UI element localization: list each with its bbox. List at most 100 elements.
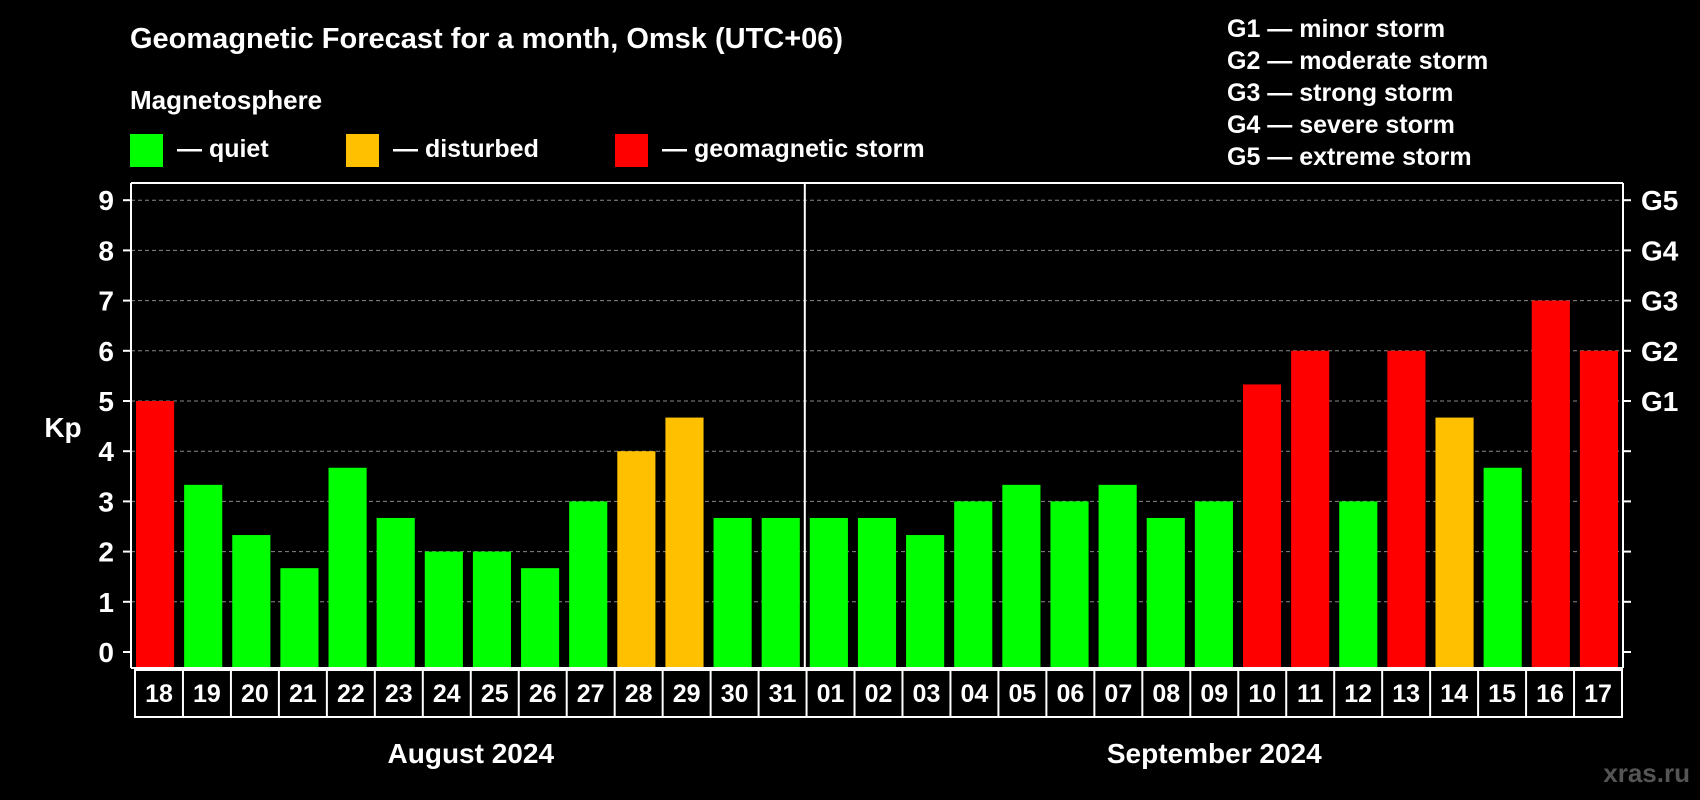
bar-03 (906, 535, 945, 668)
x-tick-label-20: 20 (241, 680, 269, 708)
storm-scale-item-0: G1 — minor storm (1227, 15, 1445, 43)
x-tick-label-23: 23 (385, 680, 413, 708)
y-tick-label-4: 4 (98, 436, 114, 467)
x-tick-label-30: 30 (721, 680, 749, 708)
bar-22 (328, 467, 367, 668)
x-tick-label-03: 03 (913, 680, 941, 708)
legend-swatch-0 (130, 134, 163, 167)
bar-01 (809, 517, 848, 668)
legend-swatch-2 (615, 134, 648, 167)
x-tick-label-06: 06 (1056, 680, 1084, 708)
bar-20 (232, 535, 271, 668)
legend-label-0: — quiet (177, 135, 269, 163)
y-tick-label-9: 9 (98, 185, 114, 216)
storm-scale-item-4: G5 — extreme storm (1227, 143, 1472, 171)
right-tick-label-g3: G3 (1641, 286, 1678, 317)
x-tick-label-08: 08 (1152, 680, 1180, 708)
legend: — quiet — disturbed — geomagnetic storm (130, 134, 925, 167)
bar-13 (1387, 350, 1426, 668)
x-tick-label-11: 11 (1297, 680, 1324, 708)
y-axis-label: Kp (44, 412, 81, 443)
y-ticks: 0 1 2 3 4 5 6 7 8 9 G1 G2 G3 G4 G5 (98, 185, 1678, 668)
legend-swatch-1 (346, 134, 379, 167)
storm-scale-item-3: G4 — severe storm (1227, 111, 1455, 139)
month-labels: August 2024 September 2024 (388, 738, 1323, 769)
bar-31 (761, 517, 800, 668)
y-tick-label-5: 5 (98, 386, 114, 417)
y-tick-label-0: 0 (98, 637, 114, 668)
storm-scale-item-2: G3 — strong storm (1227, 79, 1453, 107)
x-tick-label-21: 21 (289, 680, 317, 708)
bar-23 (376, 517, 415, 668)
y-tick-label-7: 7 (98, 286, 114, 317)
bar-10 (1242, 384, 1282, 668)
bars (136, 300, 1618, 668)
bar-17 (1579, 350, 1618, 668)
bar-15 (1483, 467, 1522, 668)
axes (130, 182, 1624, 669)
x-tick-label-17: 17 (1584, 680, 1612, 708)
chart-title: Geomagnetic Forecast for a month, Omsk (… (130, 23, 843, 55)
x-tick-label-10: 10 (1248, 680, 1276, 708)
x-tick-label-14: 14 (1440, 680, 1468, 708)
x-tick-label-26: 26 (529, 680, 557, 708)
bar-16 (1531, 300, 1570, 668)
bar-25 (472, 551, 512, 668)
x-tick-label-01: 01 (817, 680, 845, 708)
bar-18 (136, 401, 175, 668)
x-tick-label-22: 22 (337, 680, 365, 708)
storm-scale-item-1: G2 — moderate storm (1227, 47, 1488, 75)
x-tick-label-18: 18 (145, 680, 173, 708)
bar-28 (617, 451, 656, 668)
y-tick-label-2: 2 (98, 537, 114, 568)
x-axis-cells-border (134, 669, 1623, 718)
x-tick-label-09: 09 (1200, 680, 1228, 708)
bar-19 (184, 484, 223, 668)
legend-label-1: — disturbed (393, 135, 539, 163)
legend-label-2: — geomagnetic storm (662, 135, 925, 163)
bar-06 (1050, 501, 1089, 668)
y-tick-label-8: 8 (98, 235, 114, 266)
bar-11 (1291, 350, 1330, 668)
x-tick-label-25: 25 (481, 680, 509, 708)
month-label-0: August 2024 (388, 738, 555, 769)
x-tick-label-31: 31 (769, 680, 797, 708)
bar-05 (1002, 484, 1041, 668)
legend-heading: Magnetosphere (130, 85, 322, 115)
x-tick-label-16: 16 (1536, 680, 1564, 708)
bar-04 (954, 501, 993, 668)
bar-07 (1098, 484, 1137, 668)
right-tick-label-g1: G1 (1641, 386, 1678, 417)
y-tick-label-6: 6 (98, 336, 114, 367)
bar-30 (713, 517, 752, 668)
x-tick-label-12: 12 (1344, 680, 1372, 708)
bar-27 (569, 501, 608, 668)
bar-12 (1339, 501, 1378, 668)
bar-21 (280, 568, 319, 668)
bar-09 (1194, 501, 1233, 668)
y-tick-label-1: 1 (98, 587, 114, 618)
bar-08 (1146, 517, 1185, 668)
x-axis-day-cells: 18 19 20 21 22 23 24 25 26 27 28 29 30 31 01 02 03 04 05 06… (134, 669, 1623, 718)
right-tick-label-g4: G4 (1641, 235, 1679, 266)
x-tick-label-04: 04 (961, 680, 989, 708)
month-label-1: September 2024 (1107, 738, 1322, 769)
bar-14 (1435, 417, 1474, 668)
x-tick-label-13: 13 (1392, 680, 1420, 708)
x-tick-label-05: 05 (1008, 680, 1036, 708)
watermark: xras.ru (1603, 758, 1690, 788)
x-tick-label-02: 02 (865, 680, 893, 708)
y-tick-label-3: 3 (98, 486, 114, 517)
bar-26 (521, 568, 560, 668)
bar-24 (424, 551, 463, 668)
x-tick-label-28: 28 (625, 680, 653, 708)
right-tick-label-g2: G2 (1641, 336, 1678, 367)
x-tick-label-15: 15 (1488, 680, 1516, 708)
bar-02 (857, 517, 897, 668)
x-tick-label-29: 29 (673, 680, 701, 708)
right-tick-label-g5: G5 (1641, 185, 1678, 216)
x-tick-label-19: 19 (193, 680, 221, 708)
x-tick-label-24: 24 (433, 680, 461, 708)
x-tick-label-27: 27 (577, 680, 605, 708)
